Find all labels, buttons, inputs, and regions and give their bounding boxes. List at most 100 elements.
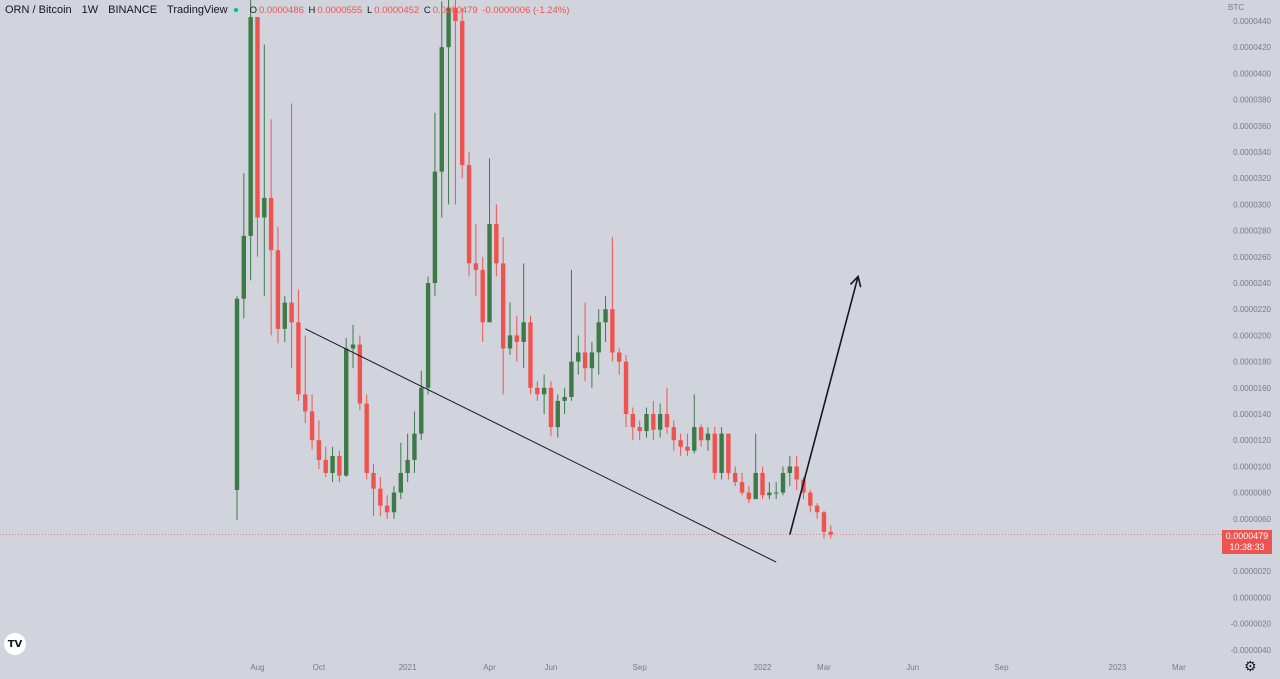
x-tick-label: Jun	[544, 663, 557, 672]
symbol-name[interactable]: ORN / Bitcoin	[5, 4, 72, 16]
candle-down	[357, 344, 363, 404]
tradingview-logo[interactable]: TV	[4, 633, 26, 655]
candle-up	[391, 492, 397, 513]
candle-down	[637, 427, 642, 432]
candle-down	[664, 414, 670, 428]
x-tick-label: Mar	[817, 663, 831, 672]
candle-up	[692, 427, 697, 451]
y-tick-label: 0.0000240	[1233, 279, 1271, 288]
change-value: -0.0000006 (-1.24%)	[482, 4, 570, 16]
bar-countdown: 10:38:33	[1229, 542, 1265, 552]
candle-down	[794, 466, 799, 480]
candle-down	[535, 387, 540, 395]
y-tick-label: 0.0000180	[1233, 358, 1271, 367]
interval-label[interactable]: 1W	[81, 4, 99, 16]
candle-down	[480, 269, 485, 323]
candle-up	[405, 459, 410, 473]
ohlc-values: O 0.0000486 H 0.0000555 L 0.0000452 C 0.0000…	[250, 5, 572, 16]
current-price-label: 0.0000479 10:38:33	[1222, 530, 1272, 554]
candle-down	[685, 446, 690, 451]
candle-down	[698, 427, 704, 441]
candle-down	[289, 302, 294, 323]
time-axis[interactable]: Aug Oct 2021 Apr Jun Sep 2022 Mar Jun Sep 2023 Mar	[250, 663, 1186, 672]
candle-down	[630, 414, 636, 428]
open-key: O	[249, 4, 257, 16]
arrow-line	[789, 276, 859, 535]
candle-up	[282, 302, 287, 329]
low-key: L	[366, 4, 373, 16]
candle-down	[528, 322, 533, 388]
candle-up	[603, 309, 608, 323]
candle-up	[432, 171, 438, 283]
candle-down	[801, 479, 806, 493]
candle-down	[582, 352, 588, 369]
exchange-label: BINANCE	[108, 4, 158, 16]
y-tick-label: 0.0000160	[1233, 384, 1271, 393]
low-value: 0.0000452	[374, 4, 420, 16]
y-tick-label: 0.0000320	[1233, 174, 1271, 183]
candle-up	[398, 472, 403, 493]
y-tick-label: 0.0000000	[1233, 593, 1271, 602]
candle-up	[412, 433, 417, 460]
y-tick-label: 0.0000140	[1233, 410, 1271, 419]
candle-down	[453, 7, 458, 22]
candle-down	[364, 403, 369, 473]
arrow-head	[849, 274, 862, 288]
market-status-icon	[231, 6, 240, 14]
high-key: H	[308, 4, 316, 16]
candle-up	[234, 298, 240, 490]
x-tick-label: Sep	[994, 663, 1009, 672]
candle-down	[712, 433, 717, 473]
candle-up	[657, 414, 663, 430]
y-tick-label: -0.0000040	[1231, 646, 1272, 655]
candle-up	[330, 455, 335, 473]
candle-down	[466, 165, 472, 264]
open-value: 0.0000486	[258, 4, 304, 16]
x-tick-label: Mar	[1172, 663, 1186, 672]
y-tick-label: 0.0000340	[1233, 148, 1271, 157]
candle-down	[808, 492, 813, 506]
candle-up	[569, 361, 574, 397]
candle-up	[767, 492, 772, 496]
candle-down	[296, 322, 301, 395]
y-tick-label: 0.0000220	[1233, 305, 1271, 314]
gear-icon[interactable]: ⚙	[1244, 659, 1257, 675]
y-tick-label: 0.0000380	[1233, 96, 1271, 105]
close-key: C	[423, 4, 431, 16]
y-tick-label: 0.0000120	[1233, 436, 1271, 445]
candle-up	[262, 197, 267, 218]
y-tick-label: 0.0000080	[1233, 489, 1271, 498]
x-tick-label: Jun	[906, 663, 919, 672]
candle-up	[555, 400, 560, 428]
trendline	[305, 328, 777, 563]
candle-down	[726, 433, 731, 473]
candle-down	[323, 459, 328, 473]
candle-up	[344, 348, 349, 476]
price-axis[interactable]: BTC 0.0000440 0.0000420 0.0000400 0.0000380 0…	[1228, 3, 1272, 655]
candle-up	[719, 433, 724, 473]
y-tick-label: 0.0000280	[1233, 227, 1271, 236]
candle-down	[275, 250, 281, 329]
x-tick-label: 2021	[399, 663, 417, 672]
candle-down	[821, 512, 827, 532]
y-tick-label: 0.0000200	[1233, 331, 1271, 340]
y-tick-label: 0.0000360	[1233, 122, 1271, 131]
x-tick-label: Apr	[483, 663, 496, 672]
candle-down	[739, 482, 745, 493]
candle-down	[746, 492, 752, 500]
high-value: 0.0000555	[317, 4, 363, 16]
candle-up	[753, 472, 758, 500]
candle-up	[541, 387, 547, 395]
y-tick-label: 0.0000260	[1233, 253, 1271, 262]
candle-down	[384, 505, 390, 513]
candle-up	[787, 466, 793, 473]
candle-down	[828, 531, 833, 535]
candle-down	[378, 488, 383, 506]
candles	[234, 0, 833, 539]
candle-down	[671, 427, 676, 441]
candle-down	[760, 472, 765, 496]
candle-down	[316, 440, 322, 460]
drawings	[305, 274, 862, 563]
candle-down	[255, 17, 260, 218]
